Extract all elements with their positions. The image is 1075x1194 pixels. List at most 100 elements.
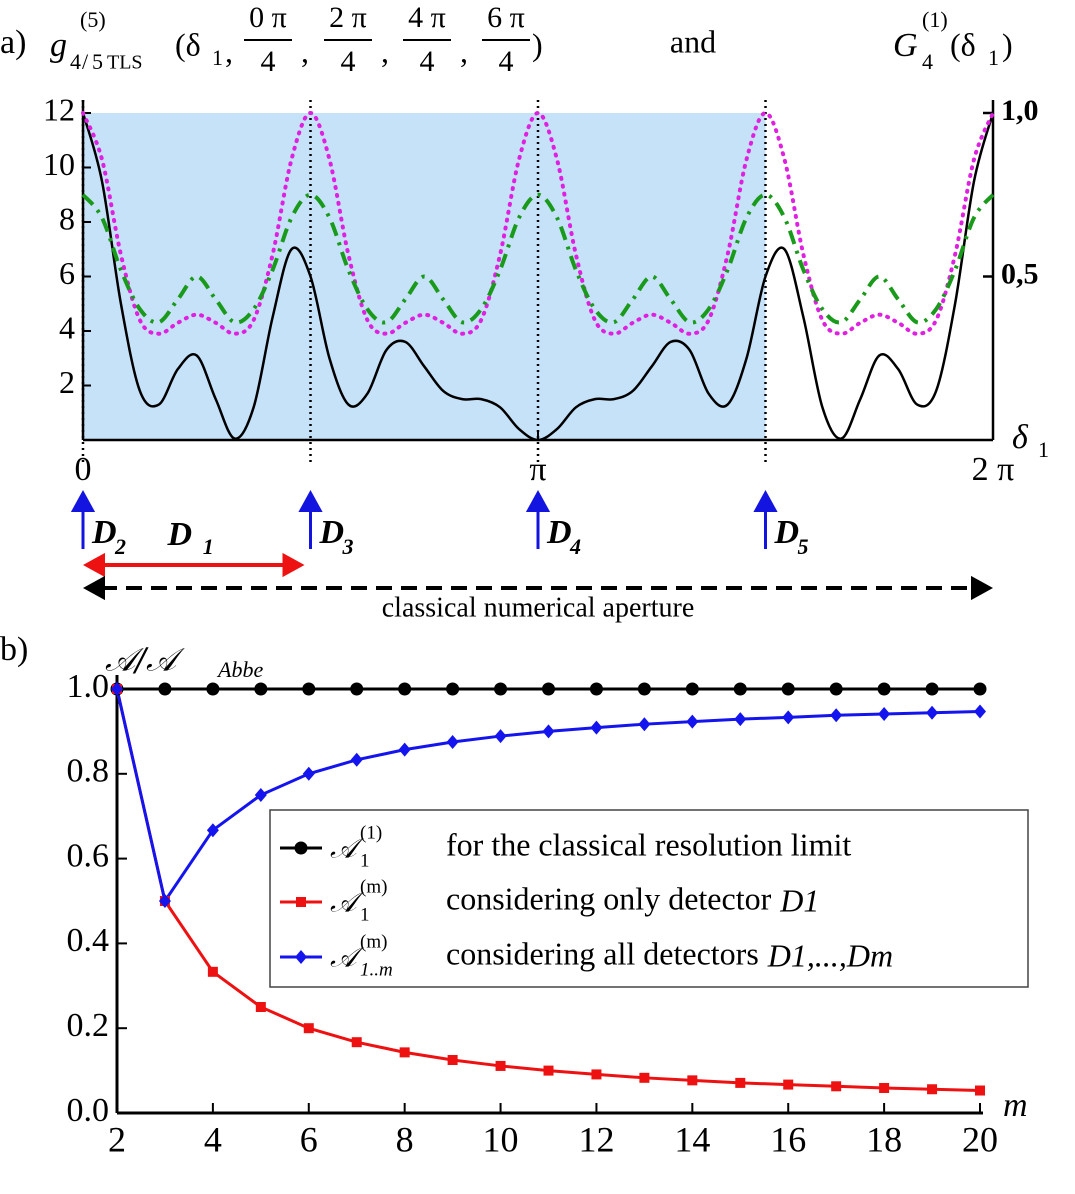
marker	[542, 682, 555, 696]
detector-arrowhead	[298, 490, 323, 512]
title-G-args: )	[1002, 26, 1013, 62]
marker	[542, 724, 555, 739]
marker	[295, 950, 307, 964]
legend-symbol-sub: 1	[360, 850, 370, 871]
marker	[351, 1037, 362, 1048]
detector-label: D	[319, 514, 345, 551]
title-sep: ,	[381, 33, 389, 69]
fraction-num: 0 π	[249, 1, 287, 34]
title-and: and	[670, 23, 716, 59]
x-axis-label: δ	[1012, 419, 1029, 456]
title-sep: ,	[460, 33, 468, 69]
data-line	[81, 110, 995, 336]
title-args-sub: 1	[212, 45, 223, 70]
marker	[637, 682, 651, 696]
marker	[686, 714, 699, 729]
detector-label-sub: 3	[342, 534, 354, 559]
marker	[206, 823, 219, 838]
d1-label-sub: 1	[203, 534, 214, 559]
marker	[398, 742, 411, 757]
marker	[927, 1084, 938, 1095]
legend-label: considering only detector	[446, 880, 772, 916]
detector-label-sub: 4	[569, 534, 581, 559]
title-G-args-sub: 1	[988, 45, 999, 70]
marker	[296, 897, 306, 907]
panel-label: b)	[0, 631, 28, 668]
marker	[974, 704, 986, 719]
x-axis-label: m	[1003, 1087, 1028, 1124]
marker	[446, 682, 460, 696]
legend-symbol-sub: 1..m	[360, 959, 393, 980]
marker	[591, 1069, 602, 1080]
marker	[878, 707, 891, 722]
y-tick-label: 0.8	[67, 753, 110, 790]
detector-arrowhead	[70, 490, 96, 512]
y-tick-label: 1.0	[67, 668, 110, 705]
legend-box	[269, 809, 1029, 988]
x-tick-label: 2 π	[972, 451, 1015, 488]
marker	[733, 682, 747, 696]
marker	[302, 682, 316, 696]
marker	[735, 1077, 746, 1088]
marker	[781, 682, 795, 696]
aperture-arrowhead	[83, 575, 105, 601]
x-tick-label: 0	[75, 451, 92, 488]
title-g-sub: 5	[92, 49, 103, 74]
marker	[158, 682, 172, 696]
detector-label: D	[774, 514, 800, 551]
fraction-den: 4	[261, 45, 276, 78]
detector-label: D	[546, 514, 572, 551]
title-g: g	[50, 27, 67, 64]
panel-label: a)	[0, 24, 26, 61]
detector-label-sub: 5	[798, 534, 809, 559]
fraction-num: 4 π	[408, 1, 446, 34]
y-tick-label: 0.6	[67, 837, 110, 874]
x-tick-label: 4	[204, 1119, 222, 1159]
detector-arrowhead	[753, 490, 778, 512]
marker	[446, 735, 459, 749]
x-tick-label: 10	[483, 1119, 519, 1159]
aperture-label: classical numerical aperture	[382, 592, 695, 623]
marker	[254, 682, 268, 696]
x-tick-label: π	[529, 451, 546, 488]
marker	[638, 717, 651, 732]
marker	[302, 766, 315, 781]
marker	[111, 682, 123, 696]
marker	[494, 729, 507, 744]
x-tick-label: 20	[962, 1119, 998, 1159]
fraction-num: 6 π	[487, 1, 525, 34]
y-tick-label: 0.2	[67, 1007, 110, 1044]
x-tick-label: 14	[674, 1119, 710, 1159]
legend-label-detail: D1,...,Dm	[767, 937, 893, 973]
title-g-sup: (5)	[80, 7, 106, 32]
detector-label: D	[91, 514, 117, 551]
marker	[782, 710, 795, 725]
marker	[158, 894, 171, 908]
y-tick-label: 10	[43, 146, 75, 182]
d1-arrowhead	[282, 552, 305, 578]
y2-tick-label: 1,0	[1001, 94, 1039, 127]
marker	[926, 705, 939, 720]
marker	[207, 966, 218, 977]
marker	[303, 1023, 314, 1034]
marker	[350, 752, 363, 767]
title-sep: ,	[225, 33, 233, 69]
marker	[494, 682, 508, 696]
x-tick-label: 8	[396, 1119, 414, 1159]
x-tick-label: 2	[108, 1119, 126, 1159]
title-args: )	[532, 26, 543, 62]
marker	[399, 1047, 410, 1058]
title-G: G	[893, 27, 918, 64]
detector-label-sub: 2	[114, 534, 126, 559]
d1-arrowhead	[83, 552, 105, 578]
x-tick-label: 12	[578, 1119, 614, 1159]
marker	[973, 682, 987, 696]
marker	[206, 682, 220, 696]
legend-label: for the classical resolution limit	[446, 826, 851, 862]
title-G-args: (δ	[950, 26, 976, 62]
d1-label: D	[166, 516, 192, 553]
fraction-num: 2 π	[329, 1, 367, 34]
aperture-arrowhead	[971, 575, 993, 601]
marker	[294, 841, 308, 855]
